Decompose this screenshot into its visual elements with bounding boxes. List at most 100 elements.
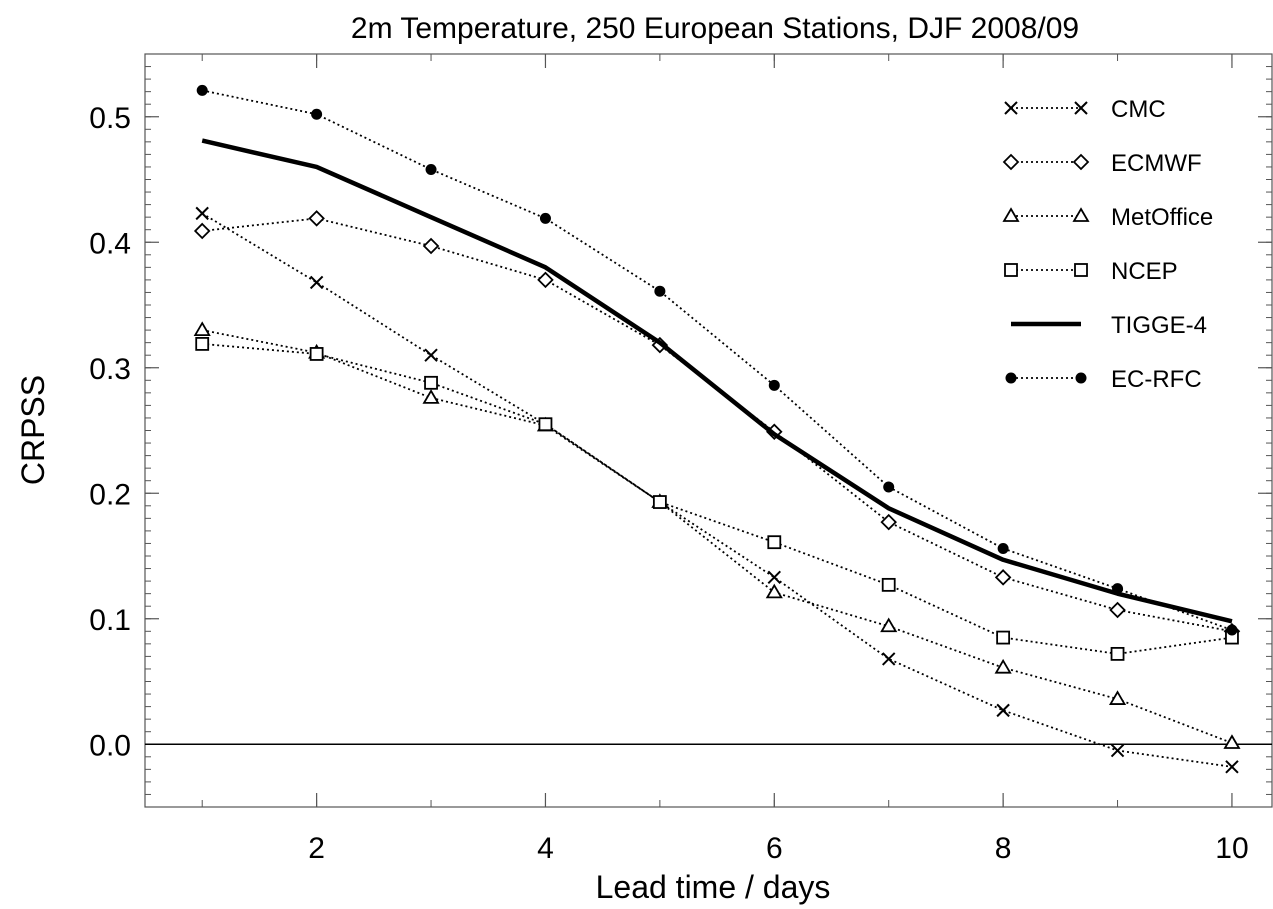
data-point-ncep: [538, 417, 553, 432]
legend-item-tigge-4: TIGGE-4: [1011, 312, 1207, 339]
data-point-ncep: [767, 535, 782, 550]
legend-label: EC-RFC: [1111, 366, 1202, 393]
data-point-metoffice: [994, 658, 1012, 674]
legend-label: TIGGE-4: [1111, 312, 1207, 339]
x-axis-label: Lead time / days: [596, 869, 831, 905]
series-line-ec-rfc: [202, 89, 1233, 631]
y-tick-label: 0.1: [89, 604, 131, 637]
marker-stroke: [309, 275, 324, 290]
marker-stroke: [1004, 101, 1018, 115]
legend-marker: [1005, 372, 1017, 384]
data-point-cmc: [195, 206, 209, 221]
data-point-metoffice: [422, 389, 440, 404]
legend-marker: [1004, 263, 1018, 277]
series-tigge-4: [201, 138, 1233, 624]
legend-label: ECMWF: [1111, 150, 1202, 177]
series-layer: [193, 84, 1241, 774]
marker-stroke: [1225, 760, 1239, 774]
data-point-ncep: [309, 347, 324, 361]
legend-marker: [1074, 101, 1088, 115]
x-tick-label: 10: [1215, 832, 1248, 865]
y-tick-label: 0.2: [89, 478, 131, 511]
data-point-metoffice: [193, 321, 211, 337]
x-tick-label: 2: [308, 832, 325, 865]
data-point-ncep: [881, 577, 896, 592]
marker-stroke: [424, 348, 438, 362]
data-point-cmc: [881, 652, 896, 666]
data-point-ec-rfc: [539, 212, 551, 224]
data-point-ec-rfc: [768, 379, 780, 391]
series-line-metoffice: [202, 329, 1233, 744]
series-line-cmc: [201, 212, 1233, 768]
marker-stroke: [1074, 101, 1088, 115]
legend-item-ec-rfc: EC-RFC: [1005, 366, 1202, 393]
legend-marker: [1002, 153, 1020, 171]
data-point-ecmwf: [994, 569, 1012, 586]
series-line-tigge-4: [201, 138, 1233, 624]
y-tick-label: 0.4: [89, 227, 131, 260]
data-point-metoffice: [880, 617, 898, 633]
legend-label: NCEP: [1111, 258, 1178, 285]
legend-marker: [1004, 101, 1018, 115]
series-ncep: [195, 337, 1239, 661]
data-point-ncep: [996, 630, 1011, 645]
legend-item-ncep: NCEP: [1004, 258, 1178, 285]
data-point-ecmwf: [880, 513, 897, 531]
y-tick-label: 0.3: [89, 353, 131, 386]
data-point-metoffice: [765, 583, 783, 599]
data-point-ec-rfc: [1112, 583, 1124, 595]
legend-label: MetOffice: [1111, 204, 1213, 231]
x-tick-label: 6: [766, 832, 783, 865]
data-point-cmc: [996, 703, 1010, 718]
y-tick-label: 0.0: [89, 729, 131, 762]
legend-marker: [1075, 372, 1087, 384]
legend-item-ecmwf: ECMWF: [1002, 150, 1202, 177]
data-point-ecmwf: [537, 271, 554, 289]
data-point-ec-rfc: [311, 108, 323, 120]
data-point-cmc: [767, 570, 781, 585]
data-point-metoffice: [1108, 690, 1127, 705]
marker-stroke: [1110, 743, 1125, 758]
series-line-ecmwf: [202, 217, 1233, 633]
legend-marker: [1072, 207, 1090, 222]
y-tick-labels: 0.0 0.1 0.2 0.3 0.4 0.5: [89, 102, 131, 763]
x-tick-label: 8: [995, 832, 1012, 865]
legend-label: CMC: [1111, 96, 1166, 123]
data-point-ncep: [195, 337, 210, 351]
data-point-ecmwf: [193, 222, 211, 240]
y-axis-label: CRPSS: [15, 375, 51, 485]
data-point-cmc: [424, 348, 438, 362]
data-point-cmc: [1110, 743, 1125, 758]
data-point-ncep: [424, 375, 438, 390]
data-point-metoffice: [1223, 734, 1241, 749]
series-cmc: [195, 206, 1239, 774]
data-point-ncep: [1110, 646, 1125, 661]
series-ec-rfc: [196, 84, 1238, 636]
legend: CMC ECMWF MetOffice NCEP TIGGE-4 EC-RFC: [1002, 96, 1213, 393]
data-point-ec-rfc: [425, 163, 437, 175]
data-point-ncep: [652, 495, 667, 509]
data-point-cmc: [309, 275, 324, 290]
y-tick-label: 0.5: [89, 102, 131, 135]
chart-title: 2m Temperature, 250 European Stations, D…: [351, 12, 1079, 45]
legend-marker: [1002, 207, 1020, 222]
data-point-ecmwf: [308, 210, 325, 227]
data-point-cmc: [1225, 760, 1239, 774]
data-point-ecmwf: [422, 237, 440, 255]
marker-stroke: [195, 206, 209, 221]
marker-stroke: [881, 652, 896, 666]
legend-marker: [1072, 153, 1090, 171]
x-tick-labels: 2 4 6 8 10: [308, 832, 1248, 865]
marker-stroke: [767, 570, 781, 585]
data-point-ec-rfc: [883, 481, 895, 493]
data-point-ec-rfc: [997, 542, 1009, 554]
data-point-ecmwf: [1109, 601, 1126, 619]
legend-marker: [1074, 263, 1088, 277]
series-line-ncep: [202, 343, 1233, 655]
marker-stroke: [996, 703, 1010, 718]
data-point-ec-rfc: [196, 84, 208, 96]
legend-item-cmc: CMC: [1004, 96, 1166, 123]
data-point-ec-rfc: [654, 285, 666, 297]
major-ticks: [145, 54, 1272, 807]
